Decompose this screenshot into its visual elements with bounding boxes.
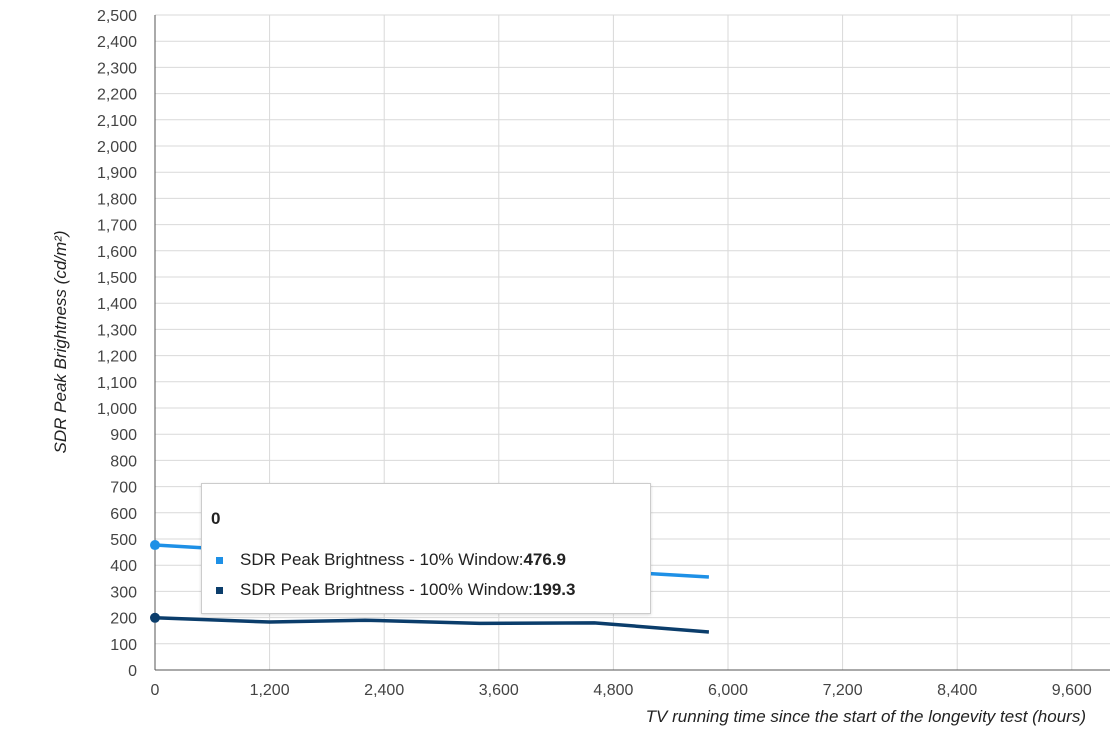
x-tick-label: 3,600 [479,682,519,699]
series-100-window-swatch-icon [216,586,223,594]
tick-labels: 0 100 200 300 400 500 600 700 800 900 1,000 1,100 1,… [97,8,1092,699]
y-tick-label: 2,200 [97,87,137,104]
y-tick-label: 2,100 [97,113,137,130]
y-tick-label: 1,500 [97,270,137,287]
x-tick-label: 1,200 [250,682,290,699]
y-tick-label: 1,900 [97,165,137,182]
y-tick-label: 1,700 [97,218,137,235]
y-tick-label: 1,300 [97,322,137,339]
y-tick-label: 2,000 [97,139,137,156]
y-tick-label: 1,000 [97,401,137,418]
x-tick-label: 0 [151,682,160,699]
y-tick-label: 700 [110,480,137,497]
x-tick-label: 6,000 [708,682,748,699]
y-tick-label: 0 [128,663,137,680]
y-tick-label: 1,200 [97,349,137,366]
tooltip-item-10-window: SDR Peak Brightness - 10% Window: 476.9 [216,550,566,570]
hover-tooltip: 0 SDR Peak Brightness - 10% Window: 476.… [201,483,651,614]
x-axis-title: TV running time since the start of the l… [646,707,1086,726]
y-axis-title: SDR Peak Brightness (cd/m²) [51,231,70,454]
y-tick-label: 2,300 [97,60,137,77]
y-tick-label: 900 [110,427,137,444]
y-tick-label: 1,100 [97,375,137,392]
data-point-marker[interactable] [150,612,160,623]
series-10-window-swatch-icon [216,556,223,564]
y-tick-label: 800 [110,453,137,470]
y-tick-label: 500 [110,532,137,549]
tooltip-item-label: SDR Peak Brightness - 10% Window: [240,550,524,569]
x-tick-label: 2,400 [364,682,404,699]
x-tick-label: 4,800 [593,682,633,699]
series-line-1[interactable] [154,616,710,634]
y-tick-label: 300 [110,584,137,601]
y-tick-label: 600 [110,506,137,523]
axes [154,15,1110,671]
y-tick-label: 400 [110,558,137,575]
x-tick-label: 9,600 [1052,682,1092,699]
tooltip-item-100-window: SDR Peak Brightness - 100% Window: 199.3 [216,580,575,600]
tooltip-item-label: SDR Peak Brightness - 100% Window: [240,580,533,599]
tooltip-item-value: 199.3 [532,580,576,599]
x-tick-label: 8,400 [937,682,977,699]
y-tick-label: 1,400 [97,296,137,313]
x-tick-label: 7,200 [823,682,863,699]
tooltip-header: 0 [211,509,221,528]
y-tick-label: 2,400 [97,34,137,51]
data-point-marker[interactable] [150,540,160,551]
y-tick-label: 100 [110,637,137,654]
y-tick-label: 2,500 [97,8,137,25]
tooltip-item-value: 476.9 [523,550,566,569]
y-tick-label: 200 [110,611,137,628]
y-tick-label: 1,800 [97,191,137,208]
y-tick-label: 1,600 [97,244,137,261]
